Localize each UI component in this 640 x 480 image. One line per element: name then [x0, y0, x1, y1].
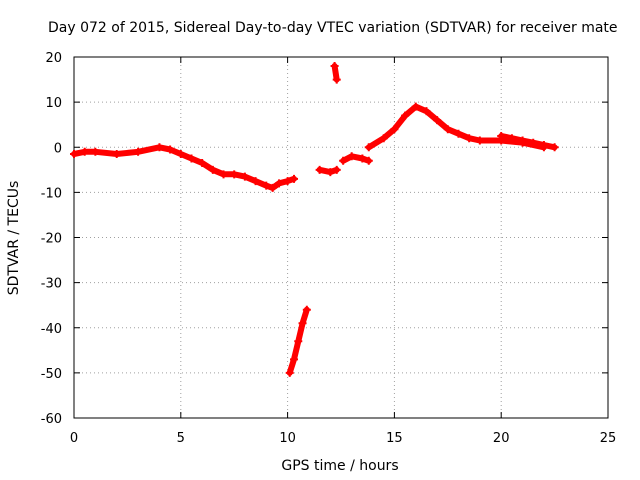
data-point	[70, 150, 78, 159]
y-tick-label: -30	[41, 277, 62, 292]
x-tick-label: 20	[493, 431, 510, 446]
x-tick-label: 25	[600, 431, 617, 446]
x-axis-label: GPS time / hours	[281, 458, 398, 474]
data-point	[80, 147, 89, 156]
data-point	[262, 181, 271, 190]
data-point	[187, 154, 196, 163]
data-point	[230, 170, 239, 179]
data-point	[285, 368, 294, 377]
y-tick-label: -40	[41, 322, 62, 337]
data-point	[364, 156, 373, 165]
chart-title: Day 072 of 2015, Sidereal Day-to-day VTE…	[48, 20, 618, 36]
y-tick-label: -60	[41, 412, 62, 427]
data-point	[326, 168, 335, 177]
y-axis-label: SDTVAR / TECUs	[6, 181, 22, 296]
data-point	[298, 319, 307, 328]
data-point	[91, 147, 100, 156]
x-tick-label: 10	[279, 431, 296, 446]
data-point	[268, 183, 277, 192]
data-point	[330, 62, 339, 71]
data-point	[339, 156, 348, 165]
tick-layer: 0 5 10 15 20 25 -60 -50 -40 -30 -20 -10 0 10 20	[41, 51, 617, 446]
data-point	[290, 174, 299, 183]
data-point	[497, 131, 506, 140]
data-point	[454, 129, 463, 138]
data-point	[294, 337, 303, 346]
data-point	[166, 145, 175, 154]
data-point	[364, 143, 373, 152]
y-tick-label: -50	[41, 367, 62, 382]
data-point	[518, 136, 527, 145]
data-point	[529, 138, 538, 147]
data-point	[332, 75, 341, 84]
data-point	[507, 134, 516, 143]
data-point	[208, 165, 217, 174]
y-tick-label: 10	[45, 96, 62, 111]
data-point	[390, 125, 399, 134]
data-point	[315, 165, 324, 174]
data-point	[155, 143, 164, 152]
y-tick-label: 20	[45, 51, 62, 66]
series-layer	[70, 62, 559, 377]
data-point	[411, 102, 420, 111]
data-point	[332, 165, 341, 174]
data-point	[539, 140, 548, 149]
data-point	[219, 170, 228, 179]
data-point	[379, 134, 388, 143]
x-tick-label: 5	[177, 431, 185, 446]
data-point	[176, 150, 185, 159]
data-point	[443, 125, 452, 134]
data-point	[347, 152, 356, 161]
x-tick-label: 0	[70, 431, 78, 446]
series-segment-5	[340, 153, 372, 164]
data-point	[422, 107, 431, 116]
data-point	[358, 154, 367, 163]
data-point	[475, 136, 484, 145]
y-tick-label: -20	[41, 232, 62, 247]
y-tick-label: 0	[54, 141, 62, 156]
grid-layer	[74, 57, 608, 418]
data-point	[240, 172, 249, 181]
data-point	[198, 159, 207, 168]
data-point	[401, 111, 410, 120]
data-point	[433, 116, 442, 125]
y-tick-label: -10	[41, 186, 62, 201]
data-point	[275, 179, 284, 188]
x-tick-label: 15	[386, 431, 403, 446]
data-point	[290, 355, 299, 364]
data-point	[112, 150, 121, 159]
data-point	[550, 143, 559, 152]
data-point	[302, 305, 311, 314]
data-point	[283, 177, 292, 186]
data-point	[134, 147, 143, 156]
data-point	[251, 177, 260, 186]
data-point	[465, 134, 474, 143]
